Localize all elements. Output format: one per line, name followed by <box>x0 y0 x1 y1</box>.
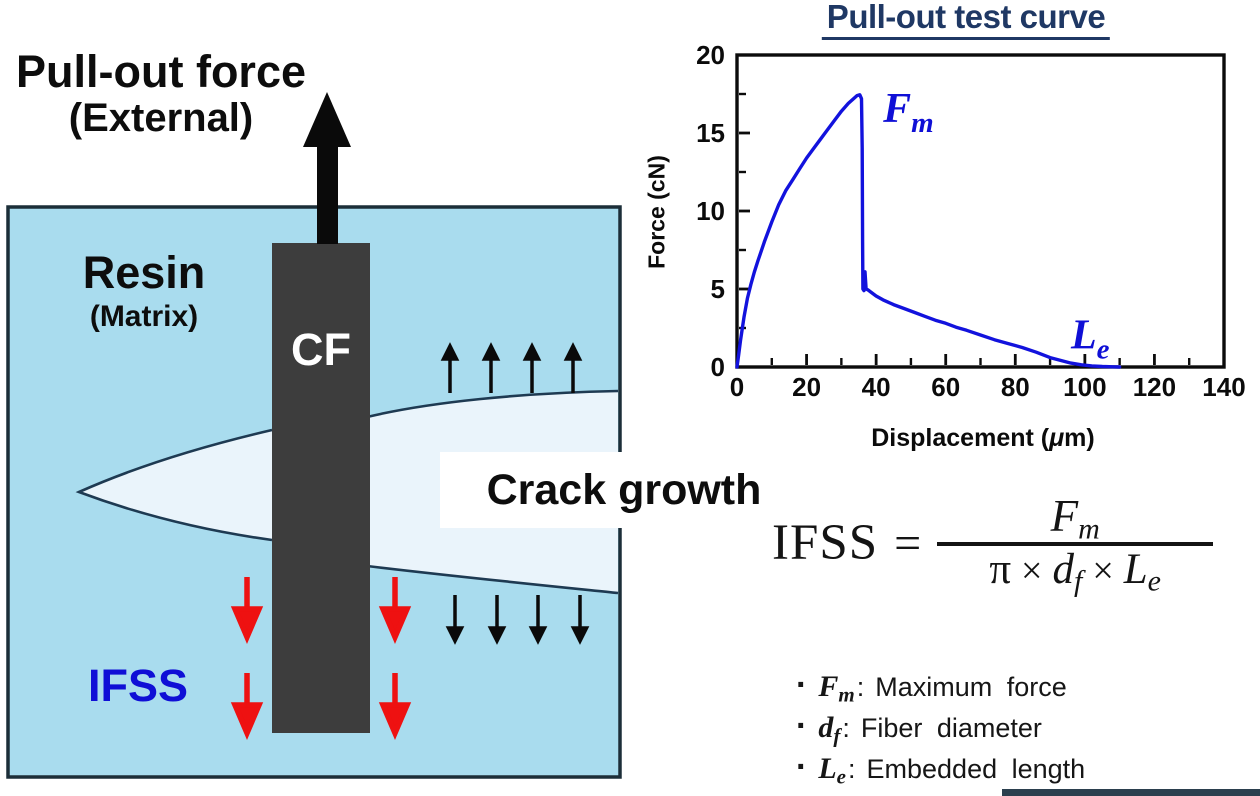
symbol-legend: · Fm : Maximum force · df : Fiber diamet… <box>796 666 1085 789</box>
chart-title: Pull-out test curve <box>821 0 1111 40</box>
formula-equals: = <box>894 516 922 570</box>
chart-frame <box>735 53 1226 369</box>
legend-var-df-sub: f <box>833 723 841 748</box>
x-tick-label: 0 <box>730 372 744 402</box>
formula-times-1: × <box>1021 550 1043 592</box>
x-tick-label: 80 <box>1001 372 1030 402</box>
crack-growth-label: Crack growth <box>486 465 762 514</box>
legend-text-le: Embedded length <box>866 754 1086 784</box>
legend-colon: : <box>847 754 856 784</box>
pull-out-force-label-line1: Pull-out force <box>16 46 306 97</box>
legend-item-fm: · Fm : Maximum force <box>796 666 1085 707</box>
resin-label: Resin (Matrix) <box>38 248 250 335</box>
legend-text-df: Fiber diameter <box>860 713 1042 743</box>
x-tick-label: 20 <box>792 372 821 402</box>
legend-var-le-sub: e <box>836 764 846 789</box>
x-axis-title-post: m) <box>1064 424 1095 452</box>
legend-text-fm: Maximum force <box>875 672 1067 702</box>
curve-annotation-fm: Fm <box>882 86 934 139</box>
y-tick-label: 0 <box>711 352 725 382</box>
formula-times-2: × <box>1092 550 1114 592</box>
y-tick-label: 10 <box>696 196 725 226</box>
ifss-shear-arrows-icon <box>230 577 412 740</box>
resin-label-line2: (Matrix) <box>89 299 199 333</box>
legend-colon: : <box>856 672 865 702</box>
x-tick-label: 40 <box>862 372 891 402</box>
formula-fraction-bar <box>937 542 1214 546</box>
y-axis-title: Force (cN) <box>643 155 670 269</box>
formula-d-sub: f <box>1073 564 1083 598</box>
formula-numerator: Fm <box>1050 491 1100 545</box>
crack-left-outline <box>75 428 273 542</box>
y-tick-label: 15 <box>696 118 725 148</box>
crack-left-wedge <box>79 430 272 540</box>
resin-label-line1: Resin <box>82 247 206 298</box>
formula-numerator-sub: m <box>1078 512 1100 546</box>
ifss-label: IFSS <box>87 660 189 711</box>
y-tick-label: 20 <box>696 40 725 70</box>
pull-out-force-label-line2: (External) <box>68 96 254 141</box>
x-axis-title: Displacement (μm) <box>871 424 1094 453</box>
pull-out-test-chart: 0 20 40 60 80 100 120 140 0 5 10 15 20 Fm Le <box>696 40 1246 402</box>
bullet-icon: · <box>796 707 808 745</box>
formula-d: d <box>1052 546 1074 593</box>
legend-var-fm-base: F <box>818 670 839 703</box>
y-tick-label: 5 <box>711 274 725 304</box>
stress-down-arrows-icon <box>445 595 590 645</box>
legend-colon: : <box>842 713 850 743</box>
formula-numerator-base: F <box>1050 491 1079 541</box>
x-tick-label: 60 <box>931 372 960 402</box>
legend-var-fm-sub: m <box>838 682 855 707</box>
x-tick-label: 140 <box>1202 372 1245 402</box>
formula-pi: π <box>989 546 1012 593</box>
pullout-curve <box>735 93 1122 369</box>
legend-var-fm: Fm <box>818 670 855 707</box>
crack-right-lower-outline <box>366 564 619 595</box>
stress-up-arrows-icon <box>440 342 583 393</box>
legend-var-df: df <box>818 711 841 748</box>
curve-annotation-le: Le <box>1070 312 1110 365</box>
formula-lhs: IFSS <box>772 515 879 572</box>
crack-right-upper-outline <box>366 389 619 419</box>
bullet-icon: · <box>796 666 808 704</box>
x-axis-title-pre: Displacement ( <box>871 424 1050 452</box>
legend-item-le: · Le : Embedded length <box>796 748 1085 789</box>
formula-fraction: Fm π × df × Le <box>937 491 1214 596</box>
formula-denominator: π × df × Le <box>989 546 1161 596</box>
x-tick-label: 120 <box>1133 372 1176 402</box>
ifss-formula: IFSS = Fm π × df × Le <box>772 491 1214 596</box>
legend-var-df-base: d <box>818 711 834 744</box>
formula-L-sub: e <box>1147 564 1161 598</box>
legend-var-le: Le <box>818 752 846 789</box>
formula-L: L <box>1123 546 1148 593</box>
pull-out-force-arrow-icon <box>303 92 351 244</box>
legend-var-le-base: L <box>818 752 837 785</box>
legend-item-df: · df : Fiber diameter <box>796 707 1085 748</box>
carbon-fiber-label: CF <box>291 324 351 375</box>
carbon-fiber-bar <box>272 243 370 733</box>
crack-growth-banner: Crack growth <box>440 452 808 528</box>
bottom-edge-rule <box>1002 789 1260 796</box>
x-axis-title-mu: μ <box>1049 424 1065 452</box>
x-tick-label: 100 <box>1063 372 1106 402</box>
pull-out-force-label: Pull-out force (External) <box>0 48 322 141</box>
bullet-icon: · <box>796 748 808 786</box>
